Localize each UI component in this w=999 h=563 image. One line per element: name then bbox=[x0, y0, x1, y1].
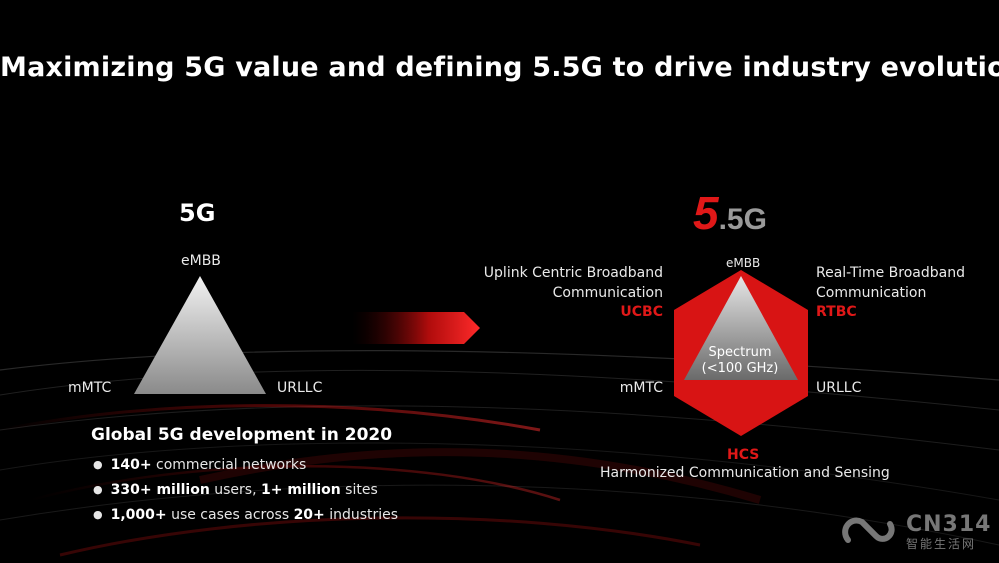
stats-title: Global 5G development in 2020 bbox=[91, 425, 393, 445]
hcs-desc: Harmonized Communication and Sensing bbox=[600, 465, 890, 481]
logo-5-5g: 5.5G bbox=[693, 187, 767, 239]
watermark-text: CN314 bbox=[906, 512, 992, 537]
mmtc-label-left: mMTC bbox=[68, 380, 112, 396]
transition-arrow bbox=[352, 312, 480, 344]
hcs-abbr: HCS bbox=[727, 447, 760, 463]
watermark-subtext: 智能生活网 bbox=[906, 537, 977, 551]
spectrum-label: Spectrum (<100 GHz) bbox=[701, 345, 779, 376]
urllc-label-right: URLLC bbox=[816, 380, 862, 396]
stat-item: 330+ million users, 1+ million sites bbox=[93, 478, 398, 503]
stat-item: 140+ commercial networks bbox=[93, 453, 398, 478]
ucbc-desc-line2: Communication bbox=[552, 285, 663, 301]
rtbc-desc-line1: Real-Time Broadband bbox=[816, 265, 965, 281]
5g-triangle bbox=[134, 276, 266, 394]
embb-label-right: eMBB bbox=[726, 256, 761, 270]
5-5g-hexagon bbox=[674, 270, 808, 436]
watermark-logo-icon bbox=[842, 517, 895, 543]
ucbc-desc-line1: Uplink Centric Broadband bbox=[483, 265, 663, 281]
mmtc-label-right: mMTC bbox=[619, 380, 663, 396]
slide-title: Maximizing 5G value and defining 5.5G to… bbox=[0, 52, 999, 83]
rtbc-desc-line2: Communication bbox=[816, 285, 927, 301]
ucbc-abbr: UCBC bbox=[620, 304, 663, 320]
stat-item: 1,000+ use cases across 20+ industries bbox=[93, 503, 398, 528]
embb-label-left: eMBB bbox=[181, 253, 221, 269]
urllc-label-left: URLLC bbox=[277, 380, 323, 396]
heading-5g: 5G bbox=[179, 199, 216, 227]
stats-list: 140+ commercial networks 330+ million us… bbox=[93, 453, 398, 528]
rtbc-abbr: RTBC bbox=[816, 304, 857, 320]
